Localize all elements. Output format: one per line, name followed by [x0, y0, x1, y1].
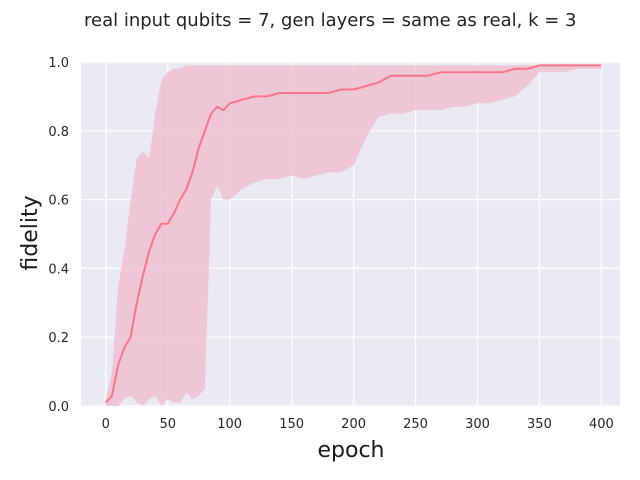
x-tick-label: 50: [159, 417, 176, 432]
chart-title: real input qubits = 7, gen layers = same…: [84, 10, 577, 31]
x-tick-labels: 0 50 100 150 200 250 300 350 400: [102, 417, 614, 432]
y-tick-label: 0.4: [48, 262, 69, 277]
x-tick-label: 350: [527, 417, 552, 432]
y-axis-label: fidelity: [18, 195, 43, 270]
x-tick-label: 300: [465, 417, 490, 432]
x-tick-label: 100: [217, 417, 242, 432]
y-tick-label: 1.0: [48, 56, 69, 71]
y-tick-label: 0.2: [48, 331, 69, 346]
x-axis-label: epoch: [318, 438, 385, 463]
x-tick-label: 150: [279, 417, 304, 432]
y-tick-label: 0.8: [48, 125, 69, 140]
x-tick-label: 200: [341, 417, 366, 432]
fidelity-line: [105, 64, 602, 404]
x-tick-label: 0: [102, 417, 110, 432]
y-tick-label: 0.0: [48, 400, 69, 415]
x-tick-label: 400: [589, 417, 614, 432]
confidence-band: [105, 65, 602, 407]
x-tick-label: 250: [403, 417, 428, 432]
y-tick-label: 0.6: [48, 194, 69, 209]
y-tick-labels: 0.0 0.2 0.4 0.6 0.8 1.0: [48, 56, 69, 415]
